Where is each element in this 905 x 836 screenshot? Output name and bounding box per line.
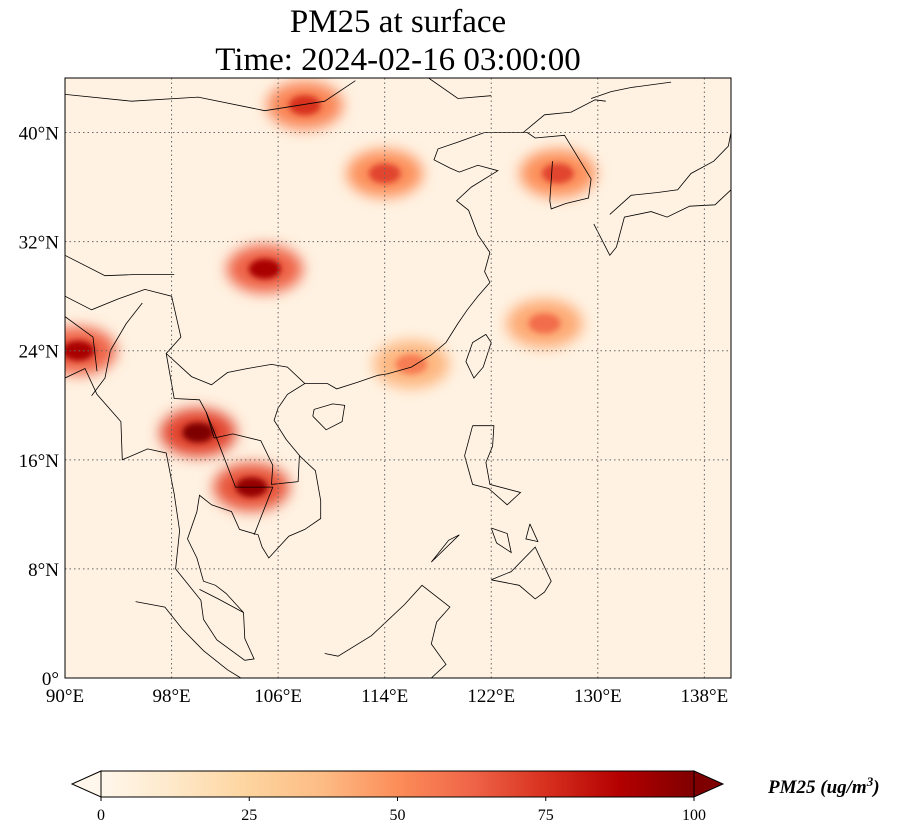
map-area	[65, 78, 731, 678]
coastline-segment	[135, 601, 242, 678]
coastline-segment	[522, 99, 606, 133]
latitude-tick-label: 0°	[42, 669, 59, 690]
pm25-hotspot-core	[248, 258, 281, 279]
colorbar-tick-label: 0	[97, 807, 105, 824]
coastline-segment	[65, 288, 306, 386]
coastline-segment	[324, 584, 451, 678]
map-frame	[64, 77, 732, 679]
coastline-segment	[199, 589, 244, 613]
coastline-segment	[312, 403, 346, 431]
coastline-segment	[465, 334, 492, 379]
pm25-hotspot-core	[182, 422, 215, 443]
pm25-hotspot-core	[395, 354, 428, 375]
longitude-tick-label: 106°E	[254, 686, 302, 707]
coastline-segment	[593, 189, 731, 257]
longitude-tick-label: 90°E	[46, 686, 84, 707]
colorbar-extend-high	[693, 770, 725, 798]
coastline-segment	[491, 546, 552, 600]
chart-title-line-2: Time: 2024-02-16 03:00:00	[215, 42, 581, 78]
colorbar-label: PM25 (ug/m3)	[767, 774, 880, 798]
colorbar-tick-label: 25	[241, 807, 257, 824]
colorbar-gradient	[101, 771, 694, 797]
latitude-tick-label: 32°N	[19, 233, 60, 254]
gridlines	[65, 78, 731, 678]
coastline-segment	[490, 527, 512, 554]
coastline-segment	[205, 411, 274, 535]
coastline-segment	[65, 254, 175, 277]
coastline-segment	[464, 425, 522, 506]
colorbar-extend-low	[70, 770, 102, 798]
pm25-hotspot-core	[528, 313, 561, 334]
coastline-segment	[65, 132, 499, 661]
coastline-segment	[65, 316, 98, 372]
longitude-tick-label: 98°E	[152, 686, 190, 707]
latitude-tick-label: 40°N	[19, 124, 60, 145]
colorbar: 0 25 50 75 100 PM25 (ug/m3)	[70, 770, 880, 824]
latitude-tick-label: 16°N	[19, 451, 60, 472]
colorbar-tick-label: 50	[390, 807, 406, 824]
coastline-segment	[430, 534, 460, 563]
longitude-tick-label: 130°E	[574, 686, 622, 707]
pm25-field	[65, 81, 596, 512]
coastlines-and-borders	[65, 78, 731, 678]
pm25-hotspot-core	[65, 340, 95, 361]
colorbar-tick-label: 75	[538, 807, 554, 824]
coastline-segment	[609, 132, 731, 215]
map-axes: 90°E 98°E 106°E 114°E 122°E 130°E 138°E 0° 8°N 16…	[19, 124, 729, 707]
chart-title-line-1: PM25 at surface	[289, 4, 507, 40]
colorbar-tick-label: 100	[682, 807, 706, 824]
longitude-tick-label: 122°E	[467, 686, 515, 707]
pm25-hotspot-core	[288, 95, 321, 116]
coastline-segment	[65, 80, 356, 112]
colorbar-ticks: 0 25 50 75 100	[97, 797, 706, 824]
longitude-tick-label: 114°E	[361, 686, 408, 707]
longitude-tick-label: 138°E	[681, 686, 729, 707]
pm25-hotspot-core	[541, 163, 574, 184]
coastline-segment	[590, 81, 672, 99]
coastline-segment	[484, 132, 592, 210]
coastline-segment	[428, 78, 492, 99]
latitude-tick-label: 24°N	[19, 342, 60, 363]
latitude-tick-label: 8°N	[28, 560, 59, 581]
coastline-segment	[165, 353, 300, 485]
coastline-segment	[525, 523, 539, 543]
